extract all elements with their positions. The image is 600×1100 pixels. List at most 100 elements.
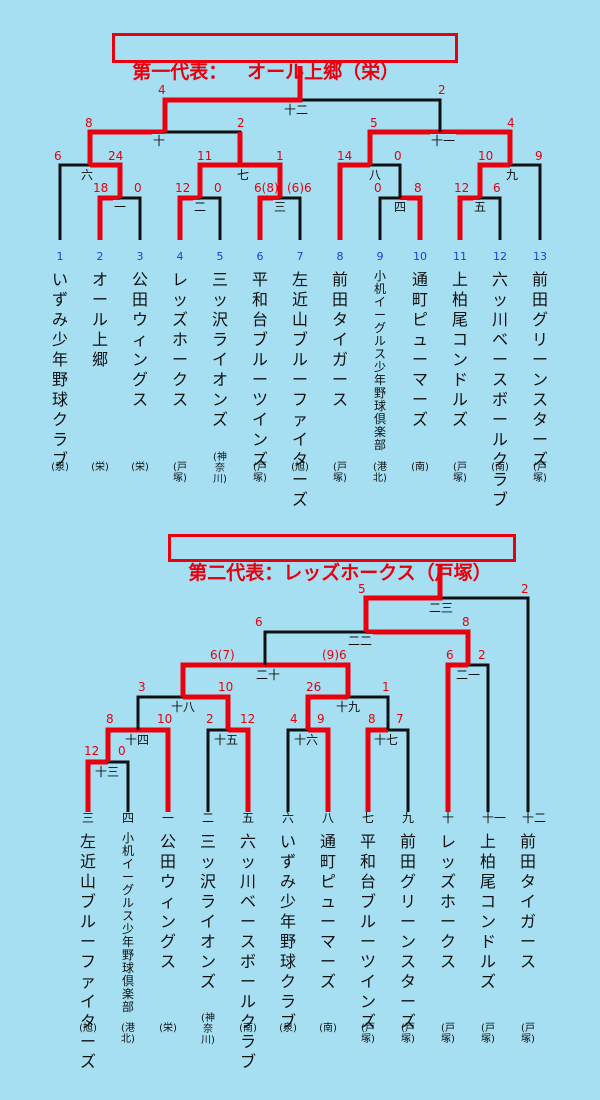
bracket2-team-location: (港北) (121, 1023, 135, 1045)
bracket2-team-name: 前田タイガース (519, 832, 536, 971)
bracket1-team-name: 三ッ沢ライオンズ (211, 270, 228, 429)
bracket2-team-location: (南) (239, 1023, 257, 1034)
bracket1-score: 0 (134, 181, 142, 195)
bracket2-seed-number: 一 (160, 811, 177, 825)
bracket1-team-name: オール上郷 (91, 270, 108, 369)
bracket2-round-label: 十七 (373, 733, 400, 747)
bracket2-score: 6 (255, 615, 263, 629)
bracket2-score: 5 (358, 582, 366, 596)
bracket1-seed-number: 12 (493, 250, 507, 263)
bracket2-round-label: 十八 (170, 700, 197, 714)
bracket2-team-location: (戸塚) (521, 1023, 535, 1045)
bracket2-score: 12 (84, 744, 100, 758)
bracket2-score: 12 (240, 712, 256, 726)
bracket1-round-label: 五 (473, 200, 488, 214)
bracket2-score: 2 (521, 582, 529, 596)
bracket1-team-name: 小机イーグルス少年野球倶楽部 (373, 269, 386, 452)
bracket1-team-name: 平和台ブルーツインズ (251, 270, 268, 469)
bracket2-team-location: (栄) (159, 1023, 177, 1034)
bracket1-team-name: 前田タイガース (331, 270, 348, 409)
bracket1-round-label: 三 (273, 200, 288, 214)
bracket1-win-line (477, 162, 510, 198)
bracket2-score: 8 (106, 712, 114, 726)
bracket2-score: 1 (382, 680, 390, 694)
bracket1-team-location: (戸塚) (173, 462, 187, 484)
bracket1-score: 0 (374, 181, 382, 195)
bracket2-round-label: 十六 (293, 733, 320, 747)
bracket1-score: 14 (337, 149, 353, 163)
bracket1-round-label: 一 (113, 200, 128, 214)
bracket2-team-name: 左近山ブルーファイターズ (79, 832, 96, 1071)
bracket2-team-name: 上柏尾コンドルズ (479, 832, 496, 991)
bracket1-team-name: レッズホークス (171, 270, 188, 409)
bracket1-round-label: 九 (505, 168, 520, 182)
bracket1-score: 1 (276, 149, 284, 163)
bracket2-win-line (445, 662, 468, 820)
bracket1-title: 第一代表： オール上郷（栄） (112, 33, 458, 83)
bracket2-score: 2 (206, 712, 214, 726)
bracket2-title-winner: レッズホークス（戸塚） (283, 562, 492, 584)
bracket2-title: 第二代表：レッズホークス（戸塚） (168, 534, 516, 584)
bracket1-team-location: (旭) (291, 462, 309, 473)
bracket2-team-location: (泉) (279, 1023, 297, 1034)
bracket2-seed-number: 三 (80, 811, 97, 825)
bracket2-match-line (446, 663, 490, 820)
bracket1-score: 12 (454, 181, 470, 195)
bracket1-win-line (457, 195, 480, 240)
bracket2-seed-number: 七 (360, 811, 377, 825)
bracket1-score: 6 (493, 181, 501, 195)
bracket1-seed-number: 10 (413, 250, 427, 263)
bracket1-score: 4 (507, 116, 515, 130)
bracket1-round-label: 十二 (283, 103, 310, 117)
bracket2-win-line (308, 727, 331, 820)
bracket1-win-line (90, 162, 123, 198)
bracket2-win-line (85, 759, 108, 820)
bracket1-seed-number: 5 (216, 250, 224, 263)
bracket1-team-location: (南) (411, 462, 429, 473)
bracket2-seed-number: 八 (320, 811, 337, 825)
bracket2-team-name: 通町ピューマーズ (319, 832, 336, 991)
bracket1-win-line (177, 195, 200, 240)
bracket2-score: 8 (368, 712, 376, 726)
bracket1-score: 18 (93, 181, 109, 195)
bracket2-score: 2 (478, 648, 486, 662)
bracket2-team-name: 六ッ川ベースボールクラブ (239, 832, 256, 1071)
bracket1-seed-number: 11 (453, 250, 467, 263)
bracket2-score: 3 (138, 680, 146, 694)
bracket1-score: 4 (158, 83, 166, 97)
bracket2-round-label: 二十 (255, 668, 282, 682)
bracket1-round-label: 四 (393, 200, 408, 214)
bracket2-seed-number: 九 (400, 811, 417, 825)
bracket2-team-location: (神奈川) (201, 1013, 215, 1046)
bracket1-score: 9 (535, 149, 543, 163)
bracket1-team-location: (栄) (91, 462, 109, 473)
bracket1-score: 12 (175, 181, 191, 195)
bracket2-round-label: 二三 (428, 601, 455, 615)
bracket2-seed-number: 五 (240, 811, 257, 825)
bracket2-win-line (366, 629, 471, 665)
bracket1-seed-number: 7 (296, 250, 304, 263)
bracket1-score: 8 (414, 181, 422, 195)
bracket2-team-name: 小机イーグルス少年野球倶楽部 (121, 831, 134, 1014)
bracket1-team-name: 公田ウィングス (131, 270, 148, 409)
bracket2-win-line (228, 727, 251, 820)
bracket1-round-label: 六 (80, 168, 95, 182)
bracket1-win-line (400, 195, 423, 240)
bracket1-score: 2 (237, 116, 245, 130)
bracket1-team-name: 前田グリーンスターズ (531, 270, 548, 469)
bracket2-score: 10 (157, 712, 173, 726)
bracket1-seed-number: 8 (336, 250, 344, 263)
bracket1-title-winner: オール上郷（栄） (247, 61, 400, 83)
bracket1-score: 2 (438, 83, 446, 97)
bracket1-score: 0 (394, 149, 402, 163)
bracket2-team-name: 公田ウィングス (159, 832, 176, 971)
bracket2-team-location: (戸塚) (481, 1023, 495, 1045)
bracket2-team-name: 前田グリーンスターズ (399, 832, 416, 1031)
bracket1-team-location: (南) (491, 462, 509, 473)
bracket2-round-label: 二二 (347, 634, 374, 648)
bracket1-team-name: 左近山ブルーファイターズ (291, 270, 308, 509)
bracket2-team-name: いずみ少年野球クラブ (279, 832, 296, 1031)
bracket1-title-prefix: 第一代表： (132, 61, 228, 83)
bracket2-seed-number: 十 (440, 811, 457, 825)
